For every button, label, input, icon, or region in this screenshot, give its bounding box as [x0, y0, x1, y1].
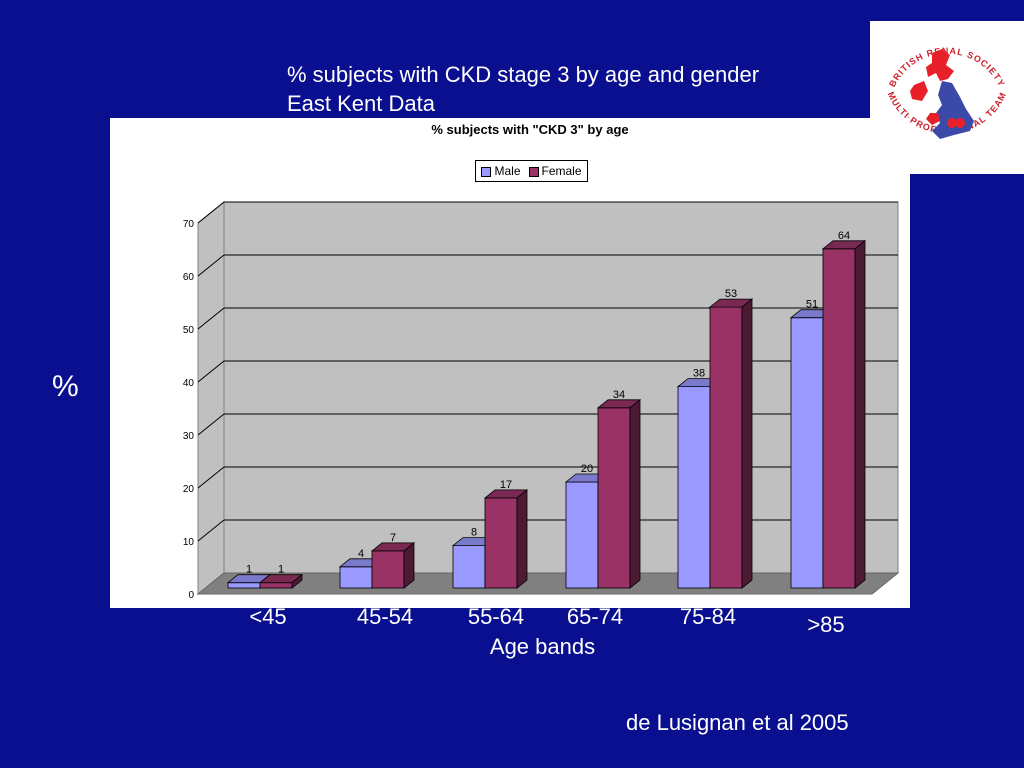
y-tick-label: 0 — [188, 590, 194, 601]
category-label: >85 — [807, 612, 845, 637]
big-tick-50: 50 — [119, 305, 144, 330]
bar-side-female — [291, 573, 303, 589]
legend-swatch-female — [528, 166, 539, 177]
bar-female — [371, 550, 405, 589]
bar-female — [484, 497, 518, 589]
bar-male — [790, 317, 824, 589]
data-label: 51 — [806, 299, 818, 311]
chart-inner-title: % subjects with "CKD 3" by age — [431, 122, 629, 137]
bar-female — [822, 248, 856, 589]
data-label: 1 — [246, 564, 252, 576]
big-tick-70: 70 — [124, 202, 149, 227]
bar-side-female — [741, 298, 753, 589]
gridline-side — [197, 307, 225, 330]
bar-male — [339, 566, 373, 589]
chart-legend: Male Female — [475, 160, 588, 182]
big-tick-30: 30 — [119, 410, 144, 435]
plot-side-wall — [197, 200, 225, 596]
y-tick-label: 20 — [183, 484, 195, 495]
category-label: 65-74 — [566, 604, 624, 629]
bar-male — [452, 545, 486, 589]
gridline-side — [197, 254, 225, 277]
gridline-side — [197, 519, 225, 542]
y-tick-label: 70 — [183, 219, 195, 230]
bar-side-female — [629, 398, 641, 589]
plot-back-wall — [223, 201, 899, 574]
citation: de Lusignan et al 2005 — [626, 710, 849, 735]
bar-male — [227, 582, 261, 589]
data-label: 34 — [613, 389, 625, 401]
y-axis-label-percent: % — [52, 370, 79, 403]
y-tick-label: 50 — [183, 325, 195, 336]
data-label: 53 — [725, 288, 737, 300]
map-wales — [926, 113, 940, 125]
bar-side-female — [516, 489, 528, 589]
x-axis-title: Age bands — [489, 634, 596, 659]
gridline-side — [197, 413, 225, 436]
data-label: 64 — [838, 230, 850, 242]
legend-item-female: Female — [528, 164, 582, 178]
slide-title-line2: East Kent Data — [287, 91, 435, 116]
y-tick-label: 40 — [183, 378, 195, 389]
logo-graphic: BRITISH RENAL SOCIETY MULTI-PROFESSIONAL… — [880, 31, 1014, 165]
y-tick-label: 10 — [183, 537, 195, 548]
data-label: 1 — [278, 564, 284, 576]
bar-female — [597, 407, 631, 589]
bar-side-female — [403, 542, 415, 589]
data-label: 4 — [358, 548, 364, 560]
bar-female — [259, 582, 293, 589]
data-label: 38 — [693, 368, 705, 380]
big-tick-10: 10 — [119, 522, 144, 547]
data-label: 20 — [581, 463, 593, 475]
gridline-side — [197, 201, 225, 224]
slide-title: % subjects with CKD stage 3 by age and g… — [287, 60, 759, 118]
map-scotland — [926, 49, 954, 81]
map-ireland — [910, 81, 928, 101]
british-renal-society-logo: BRITISH RENAL SOCIETY MULTI-PROFESSIONAL… — [870, 21, 1024, 174]
bar-side-female — [854, 239, 866, 589]
bar-male — [565, 481, 599, 589]
data-label: 7 — [390, 532, 396, 544]
y-tick-label: 30 — [183, 431, 195, 442]
category-label: <45 — [249, 604, 287, 629]
data-label: 17 — [500, 479, 512, 491]
data-label: 8 — [471, 527, 477, 539]
y-tick-label: 60 — [183, 272, 195, 283]
category-label: 55-64 — [467, 604, 525, 629]
category-label: 75-84 — [679, 604, 737, 629]
gridline-side — [197, 466, 225, 489]
bar-male — [677, 386, 711, 589]
gridline-side — [197, 360, 225, 383]
slide-title-line1: % subjects with CKD stage 3 by age and g… — [287, 62, 760, 87]
legend-swatch-male — [481, 166, 492, 177]
legend-item-male: Male — [481, 164, 521, 178]
bar-female — [709, 306, 743, 589]
category-label: 45-54 — [356, 604, 414, 629]
